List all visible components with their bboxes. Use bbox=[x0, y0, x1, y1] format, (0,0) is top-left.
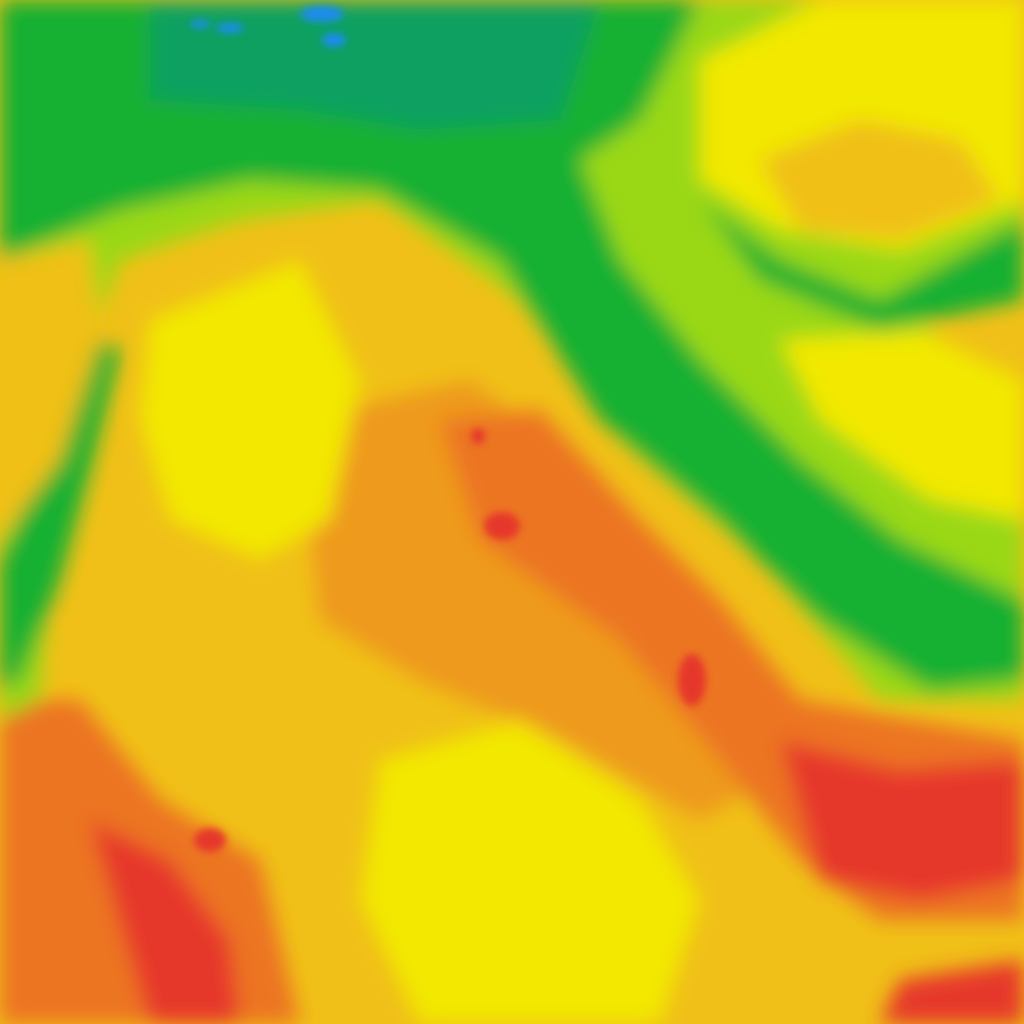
red-spot bbox=[194, 828, 226, 852]
blue-spot bbox=[322, 33, 346, 47]
teal-north bbox=[150, 0, 600, 130]
yellow-east bbox=[780, 330, 1024, 520]
gold-west bbox=[0, 240, 100, 540]
blue-spot bbox=[190, 20, 210, 28]
yellow-west bbox=[140, 260, 360, 560]
red-spot bbox=[471, 428, 485, 444]
green-east-arc bbox=[700, 200, 1024, 330]
gold-northeast bbox=[760, 120, 1000, 240]
green-band bbox=[0, 0, 1024, 690]
red-spot bbox=[484, 512, 520, 540]
red-southeast bbox=[880, 960, 1024, 1024]
blue-spot bbox=[216, 23, 244, 33]
red-spot bbox=[678, 654, 706, 706]
orange-core bbox=[300, 380, 800, 820]
red-east bbox=[780, 740, 1024, 900]
yellow-south bbox=[360, 720, 700, 1024]
blue-spot bbox=[300, 6, 344, 22]
red-southwest-core bbox=[90, 820, 240, 1024]
green-west-strip bbox=[0, 330, 120, 690]
